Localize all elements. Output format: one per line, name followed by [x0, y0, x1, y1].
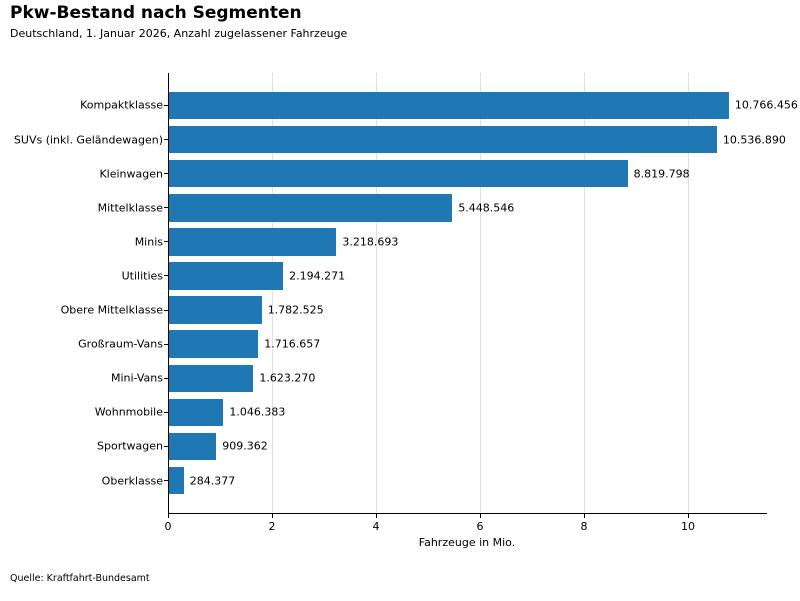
bar	[169, 296, 262, 324]
category-label: Wohnmobile	[94, 405, 163, 419]
bar	[169, 228, 337, 256]
value-label: 2.194.271	[289, 269, 346, 283]
bar	[169, 432, 217, 461]
x-tick-mark	[479, 514, 481, 518]
y-tick-mark	[164, 207, 168, 209]
y-tick-mark	[164, 173, 168, 175]
value-label: 3.218.693	[342, 235, 399, 249]
bar	[169, 159, 628, 188]
category-label: Kompaktklasse	[80, 98, 163, 112]
category-label: Obere Mittelklasse	[60, 303, 163, 317]
x-tick-label: 6	[476, 520, 484, 533]
y-tick-mark	[164, 139, 168, 141]
value-label: 10.766.456	[734, 98, 798, 112]
value-label: 1.623.270	[259, 371, 316, 385]
x-tick-mark	[167, 514, 169, 518]
x-tick-label: 4	[372, 520, 380, 533]
value-label: 8.819.798	[633, 167, 690, 181]
x-tick-mark	[583, 514, 585, 518]
category-label: Utilities	[121, 269, 163, 283]
value-label: 5.448.546	[458, 201, 515, 215]
y-tick-mark	[164, 343, 168, 345]
value-label: 10.536.890	[722, 133, 786, 147]
x-tick-mark	[271, 514, 273, 518]
y-tick-mark	[164, 104, 168, 106]
value-label: 1.782.525	[267, 303, 324, 317]
value-label: 909.362	[222, 439, 268, 453]
category-label: Kleinwagen	[99, 167, 163, 181]
gridline	[271, 73, 273, 513]
x-axis-spine	[168, 513, 767, 514]
source-note: Quelle: Kraftfahrt-Bundesamt	[10, 573, 150, 584]
category-label: Sportwagen	[97, 439, 163, 453]
value-label: 284.377	[189, 474, 236, 488]
y-tick-mark	[164, 411, 168, 413]
x-tick-label: 8	[580, 520, 588, 533]
bar	[169, 125, 717, 154]
bar	[169, 398, 224, 427]
gridline	[583, 73, 585, 513]
y-tick-mark	[164, 275, 168, 277]
y-tick-mark	[164, 445, 168, 447]
y-tick-mark	[164, 309, 168, 311]
gridline	[375, 73, 377, 513]
gridline	[479, 73, 481, 513]
category-label: Mittelklasse	[97, 201, 163, 215]
bar	[169, 91, 729, 120]
x-tick-mark	[687, 514, 689, 518]
plot-area: 10.766.456 10.536.890 8.819.798 5.448.546 3.…	[168, 73, 798, 513]
category-label: SUVs (inkl. Geländewagen)	[13, 133, 163, 147]
bar	[169, 364, 254, 392]
x-tick-label: 2	[268, 520, 276, 533]
x-tick-label: 0	[164, 520, 172, 533]
y-tick-mark	[164, 480, 168, 482]
bar	[169, 466, 184, 495]
x-tick-mark	[375, 514, 377, 518]
category-label: Großraum-Vans	[78, 337, 163, 351]
page-subtitle: Deutschland, 1. Januar 2026, Anzahl zuge…	[10, 27, 348, 40]
bar	[169, 262, 284, 290]
y-tick-mark	[164, 377, 168, 379]
category-label: Minis	[134, 235, 163, 249]
x-axis-title: Fahrzeuge in Mio.	[418, 536, 516, 549]
bar	[169, 330, 259, 358]
category-label: Mini-Vans	[110, 371, 163, 385]
value-label: 1.046.383	[229, 405, 286, 419]
page-title: Pkw-Bestand nach Segmenten	[10, 3, 302, 23]
bar	[169, 194, 453, 222]
y-axis-labels: Kompaktklasse SUVs (inkl. Geländewagen) Kl…	[0, 73, 168, 513]
gridline	[687, 73, 689, 513]
y-tick-mark	[164, 241, 168, 243]
x-axis: 0 2 4 6 8 10	[164, 513, 766, 545]
category-label: Oberklasse	[101, 474, 163, 488]
y-axis-spine	[168, 73, 169, 514]
value-label: 1.716.657	[264, 337, 321, 351]
x-tick-label: 10	[681, 520, 695, 533]
